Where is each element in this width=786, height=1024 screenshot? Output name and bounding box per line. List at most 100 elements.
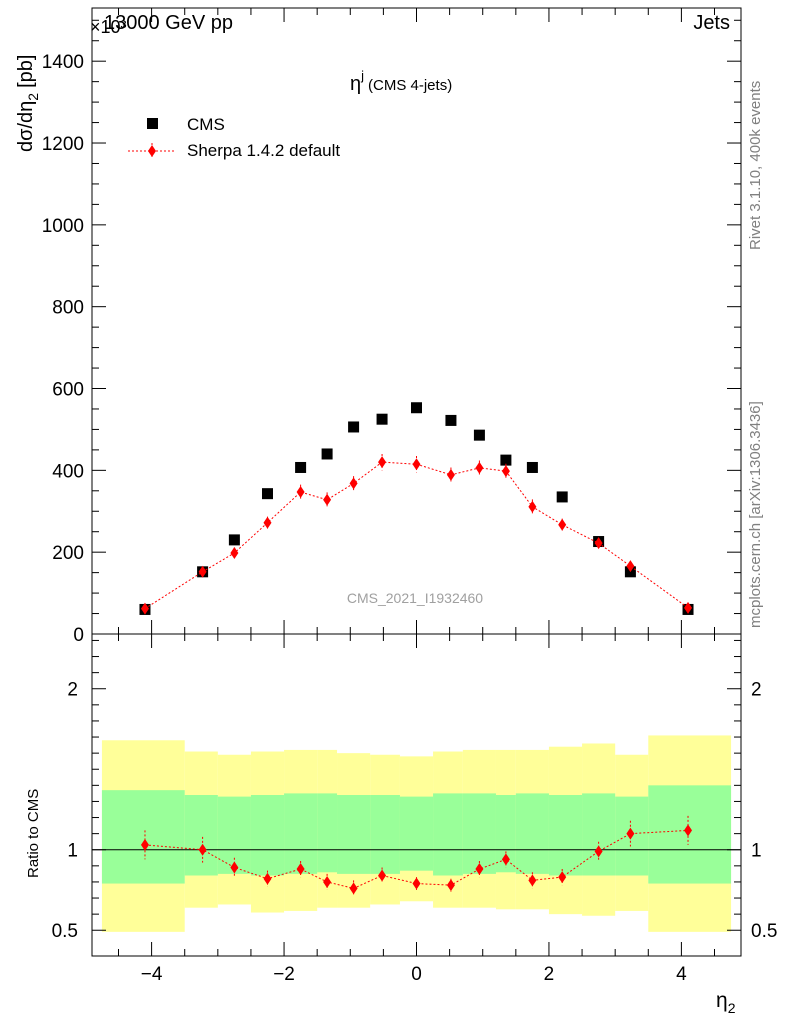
main-ytick-label: 400 (52, 461, 84, 482)
ratio-sherpa-point (378, 869, 387, 882)
main-panel: 0 200 400 600 800 1000 1200 1400 ηj(CMS 4-jets)… (15, 7, 742, 646)
legend: CMS Sherpa 1.4.2 default (128, 115, 340, 160)
sherpa-point (594, 537, 603, 550)
sherpa-point (296, 486, 305, 499)
ratio-inner-band (433, 793, 463, 876)
main-ytick-label: 0 (73, 625, 84, 646)
header-jets: Jets (693, 12, 730, 34)
ratio-ytick-label-right: 1 (751, 841, 762, 862)
ratio-sherpa-point (198, 843, 207, 856)
main-ytick-label: 1400 (42, 52, 84, 73)
ratio-xtick-label: 4 (676, 964, 687, 985)
ratio-inner-band (399, 796, 434, 871)
cms-point (445, 414, 457, 426)
main-axes: 0 200 400 600 800 1000 1200 1400 (42, 8, 741, 646)
ratio-sherpa-point (230, 861, 239, 874)
main-ytick-label: 1000 (42, 216, 84, 237)
cms-point (228, 534, 240, 546)
ratio-ytick-label-right: 2 (751, 680, 762, 701)
ratio-axes: 0.5 0.5 1 1 2 2 −4 −2 0 2 4 (52, 634, 777, 985)
sherpa-line (144, 461, 689, 610)
main-ytick-label: 1200 (42, 134, 84, 155)
main-ytick-label: 800 (52, 298, 84, 319)
ratio-inner-band (462, 793, 496, 874)
ratio-inner-band (370, 795, 400, 874)
ratio-inner-band (648, 785, 732, 884)
cms-point (321, 448, 333, 460)
ratio-sherpa-point (412, 877, 421, 890)
sherpa-point (684, 601, 693, 614)
ratio-sherpa-point (349, 882, 358, 895)
sherpa-point (349, 477, 358, 490)
ratio-inner-band (101, 790, 185, 884)
main-marks (139, 402, 694, 615)
ratio-sherpa-point (475, 863, 484, 876)
ratio-sherpa-line (144, 829, 689, 889)
legend-sherpa-label: Sherpa 1.4.2 default (187, 141, 340, 160)
legend-cms-marker (147, 118, 158, 129)
main-ytick-label: 600 (52, 380, 84, 401)
cms-point (556, 491, 568, 503)
ratio-sherpa-point (140, 838, 149, 851)
ratio-xtick-label: 0 (411, 964, 422, 985)
cms-point (500, 454, 512, 466)
cms-point (261, 488, 273, 500)
sherpa-point (263, 516, 272, 529)
ratio-sherpa-point (594, 845, 603, 858)
ratio-sherpa-point (501, 853, 510, 866)
legend-sherpa-marker (148, 145, 156, 157)
sherpa-point (626, 560, 635, 573)
ratio-inner-band (582, 793, 616, 876)
x-axis-label: η2 (716, 989, 736, 1016)
sherpa-point (378, 456, 387, 469)
ratio-inner-band (184, 795, 218, 876)
sherpa-point (558, 518, 567, 531)
ratio-sherpa-point (626, 827, 635, 840)
header-energy: 13000 GeV pp (104, 12, 233, 34)
ratio-xtick-label: −2 (273, 964, 295, 985)
y-exponent: ×10³ (90, 17, 127, 37)
sherpa-point (412, 458, 421, 471)
cms-point (348, 421, 360, 433)
ratio-inner-band (548, 795, 583, 876)
sherpa-point (446, 468, 455, 481)
ratio-sherpa-point (323, 875, 332, 888)
ratio-inner-band (284, 793, 318, 874)
ratio-inner-band (250, 795, 285, 876)
cms-point (526, 461, 538, 473)
ratio-sherpa-point (528, 874, 537, 887)
ratio-inner-band (317, 793, 338, 873)
ratio-ytick-label: 1 (67, 841, 78, 862)
ratio-sherpa-point (558, 871, 567, 884)
ratio-bands (101, 735, 732, 932)
ratio-sherpa-point (684, 824, 693, 837)
main-frame (91, 7, 742, 635)
mcplots-label: mcplots.cern.ch [arXiv:1306.3436] (747, 401, 764, 628)
cms-point (473, 429, 485, 441)
sherpa-point (501, 465, 510, 478)
ratio-panel: 0.5 0.5 1 1 2 2 −4 −2 0 2 4 Ratio to CMS η2 (25, 633, 777, 1016)
sherpa-point (475, 461, 484, 474)
ratio-ytick-label-right: 0.5 (751, 921, 777, 942)
main-ytick-label: 200 (52, 543, 84, 564)
ratio-inner-band (515, 793, 549, 874)
ratio-inner-band (337, 795, 371, 874)
ratio-marks (140, 815, 693, 897)
ratio-ytick-label: 0.5 (52, 921, 78, 942)
cms-point (295, 461, 307, 473)
sherpa-point (198, 565, 207, 578)
ratio-sherpa-point (446, 879, 455, 892)
ratio-inner-band (495, 795, 516, 873)
rivet-label: Rivet 3.1.10, 400k events (747, 81, 764, 250)
y-axis-label: dσ/dη2[pb] (15, 55, 41, 152)
cms-point (411, 402, 422, 414)
sherpa-point (323, 493, 332, 506)
sherpa-point (528, 500, 537, 513)
legend-cms-label: CMS (187, 115, 225, 134)
cms-point (376, 413, 388, 425)
ratio-xtick-label: 2 (544, 964, 555, 985)
chart-title: ηj(CMS 4-jets) (350, 68, 452, 95)
analysis-watermark: CMS_2021_I1932460 (347, 590, 483, 606)
ratio-ytick-label: 2 (67, 680, 78, 701)
